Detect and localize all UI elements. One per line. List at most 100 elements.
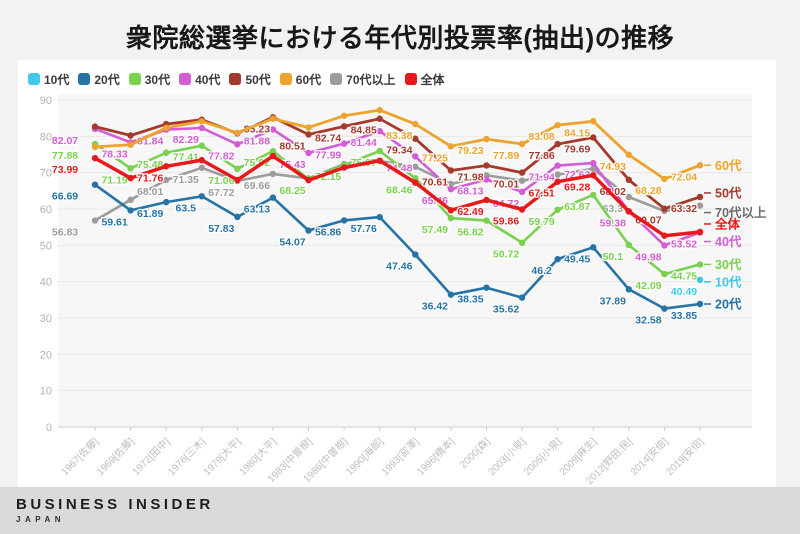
- data-point-70代以上: [518, 177, 526, 184]
- data-label-60代: 77.25: [422, 152, 448, 164]
- data-point-全体: [554, 178, 561, 185]
- data-point-30代: [518, 239, 526, 246]
- data-point-30代: [483, 217, 490, 224]
- data-point-全体: [696, 228, 704, 236]
- y-tick-label: 20: [40, 349, 52, 361]
- x-tick-label: 2019[安倍]: [663, 435, 706, 478]
- data-point-40代: [661, 242, 668, 249]
- data-point-50代: [483, 162, 490, 169]
- data-label-60代: 83.38: [386, 130, 412, 142]
- data-point-50代: [412, 135, 419, 142]
- data-point-60代: [162, 124, 170, 132]
- data-label-全体: 69.28: [564, 181, 590, 193]
- legend-swatch-10代: [28, 73, 40, 85]
- data-label-20代: 37.89: [600, 295, 626, 307]
- data-label-30代: 68.25: [279, 185, 305, 197]
- data-point-40代: [269, 126, 277, 133]
- data-point-20代: [554, 255, 561, 263]
- data-label-50代: 85.23: [244, 123, 270, 135]
- data-point-20代: [661, 305, 668, 312]
- data-point-10代: [696, 276, 704, 284]
- data-point-全体: [625, 208, 633, 215]
- data-label-20代: 61.89: [137, 208, 163, 220]
- data-point-20代: [340, 217, 348, 224]
- data-point-60代: [340, 112, 348, 119]
- data-label-70代以上: 56.83: [52, 227, 78, 239]
- series-side-label-30代: 30代: [715, 257, 742, 272]
- y-tick-label: 80: [40, 131, 52, 143]
- data-point-70代以上: [91, 217, 99, 224]
- brand-sub: JAPAN: [16, 515, 66, 524]
- x-tick-label: 1969[佐藤]: [94, 435, 136, 477]
- data-point-60代: [661, 175, 668, 183]
- data-point-20代: [625, 286, 633, 293]
- data-point-60代: [269, 115, 277, 122]
- data-point-60代: [305, 124, 312, 131]
- data-label-20代: 32.58: [635, 315, 661, 327]
- data-point-30代: [554, 206, 561, 213]
- y-tick-label: 0: [46, 422, 52, 434]
- y-tick-label: 90: [40, 95, 52, 107]
- data-point-全体: [661, 232, 668, 239]
- data-point-50代: [696, 193, 704, 201]
- data-label-20代: 35.62: [493, 304, 519, 316]
- data-label-20代: 38.35: [457, 294, 483, 306]
- data-point-70代以上: [625, 193, 633, 201]
- data-point-20代: [127, 207, 134, 214]
- data-point-全体: [305, 176, 312, 184]
- legend-label: 40代: [195, 72, 221, 87]
- x-tick-label: 1990[海部]: [343, 435, 386, 478]
- data-label-60代: 83.08: [529, 131, 555, 143]
- data-point-20代: [234, 213, 241, 221]
- data-label-20代: 56.86: [315, 226, 341, 238]
- data-label-40代: 74.48: [386, 162, 412, 174]
- data-label-40代: 68.13: [457, 185, 483, 197]
- data-label-60代: 77.89: [493, 150, 519, 162]
- y-tick-label: 40: [40, 277, 52, 289]
- data-label-40代: 77.82: [208, 150, 234, 162]
- data-label-全体: 73.99: [52, 164, 78, 176]
- legend-item-70代以上: 70代以上: [330, 71, 396, 88]
- series-side-label-20代: 20代: [715, 297, 742, 312]
- data-label-70代以上: 67.72: [208, 187, 234, 199]
- data-point-30代: [198, 142, 205, 149]
- legend-item-50代: 50代: [229, 71, 271, 88]
- data-label-50代: 70.61: [422, 176, 448, 188]
- x-tick-label: 1993[宮澤]: [378, 435, 421, 478]
- x-tick-label: 1967[佐藤]: [59, 435, 101, 477]
- y-tick-label: 30: [40, 313, 52, 325]
- data-point-40代: [483, 176, 490, 183]
- data-label-30代: 59.79: [529, 216, 555, 228]
- x-tick-label: 2000[森]: [457, 435, 493, 471]
- data-point-50代: [625, 176, 633, 184]
- data-label-30代: 63.87: [564, 201, 590, 213]
- data-point-20代: [269, 194, 277, 201]
- legend-swatch-全体: [404, 73, 417, 85]
- data-label-全体: 71.76: [137, 172, 163, 184]
- data-point-50代: [661, 205, 668, 212]
- data-label-40代: 53.52: [671, 239, 697, 251]
- data-label-40代: 49.98: [635, 251, 661, 263]
- data-point-20代: [305, 227, 312, 234]
- series-side-label-10代: 10代: [715, 274, 742, 289]
- data-point-30代: [127, 165, 134, 172]
- footer: BUSINESS INSIDER JAPAN: [0, 487, 800, 534]
- data-point-70代以上: [696, 202, 704, 209]
- data-label-全体: 67.51: [529, 188, 555, 200]
- data-point-20代: [696, 300, 704, 308]
- legend-item-全体: 全体: [404, 71, 445, 88]
- data-point-40代: [198, 124, 205, 132]
- data-point-70代以上: [447, 180, 455, 188]
- data-point-70代以上: [412, 163, 419, 171]
- data-label-20代: 46.2: [531, 265, 552, 277]
- data-point-全体: [340, 164, 348, 171]
- data-point-40代: [554, 162, 561, 169]
- series-line-60代: [93, 108, 702, 181]
- data-label-20代: 47.46: [386, 261, 412, 273]
- legend-label: 60代: [295, 72, 322, 87]
- data-label-全体: 62.49: [457, 206, 483, 218]
- data-point-30代: [590, 191, 597, 199]
- data-label-60代: 68.28: [635, 185, 661, 197]
- data-point-60代: [234, 129, 241, 137]
- y-tick-label: 50: [40, 240, 52, 252]
